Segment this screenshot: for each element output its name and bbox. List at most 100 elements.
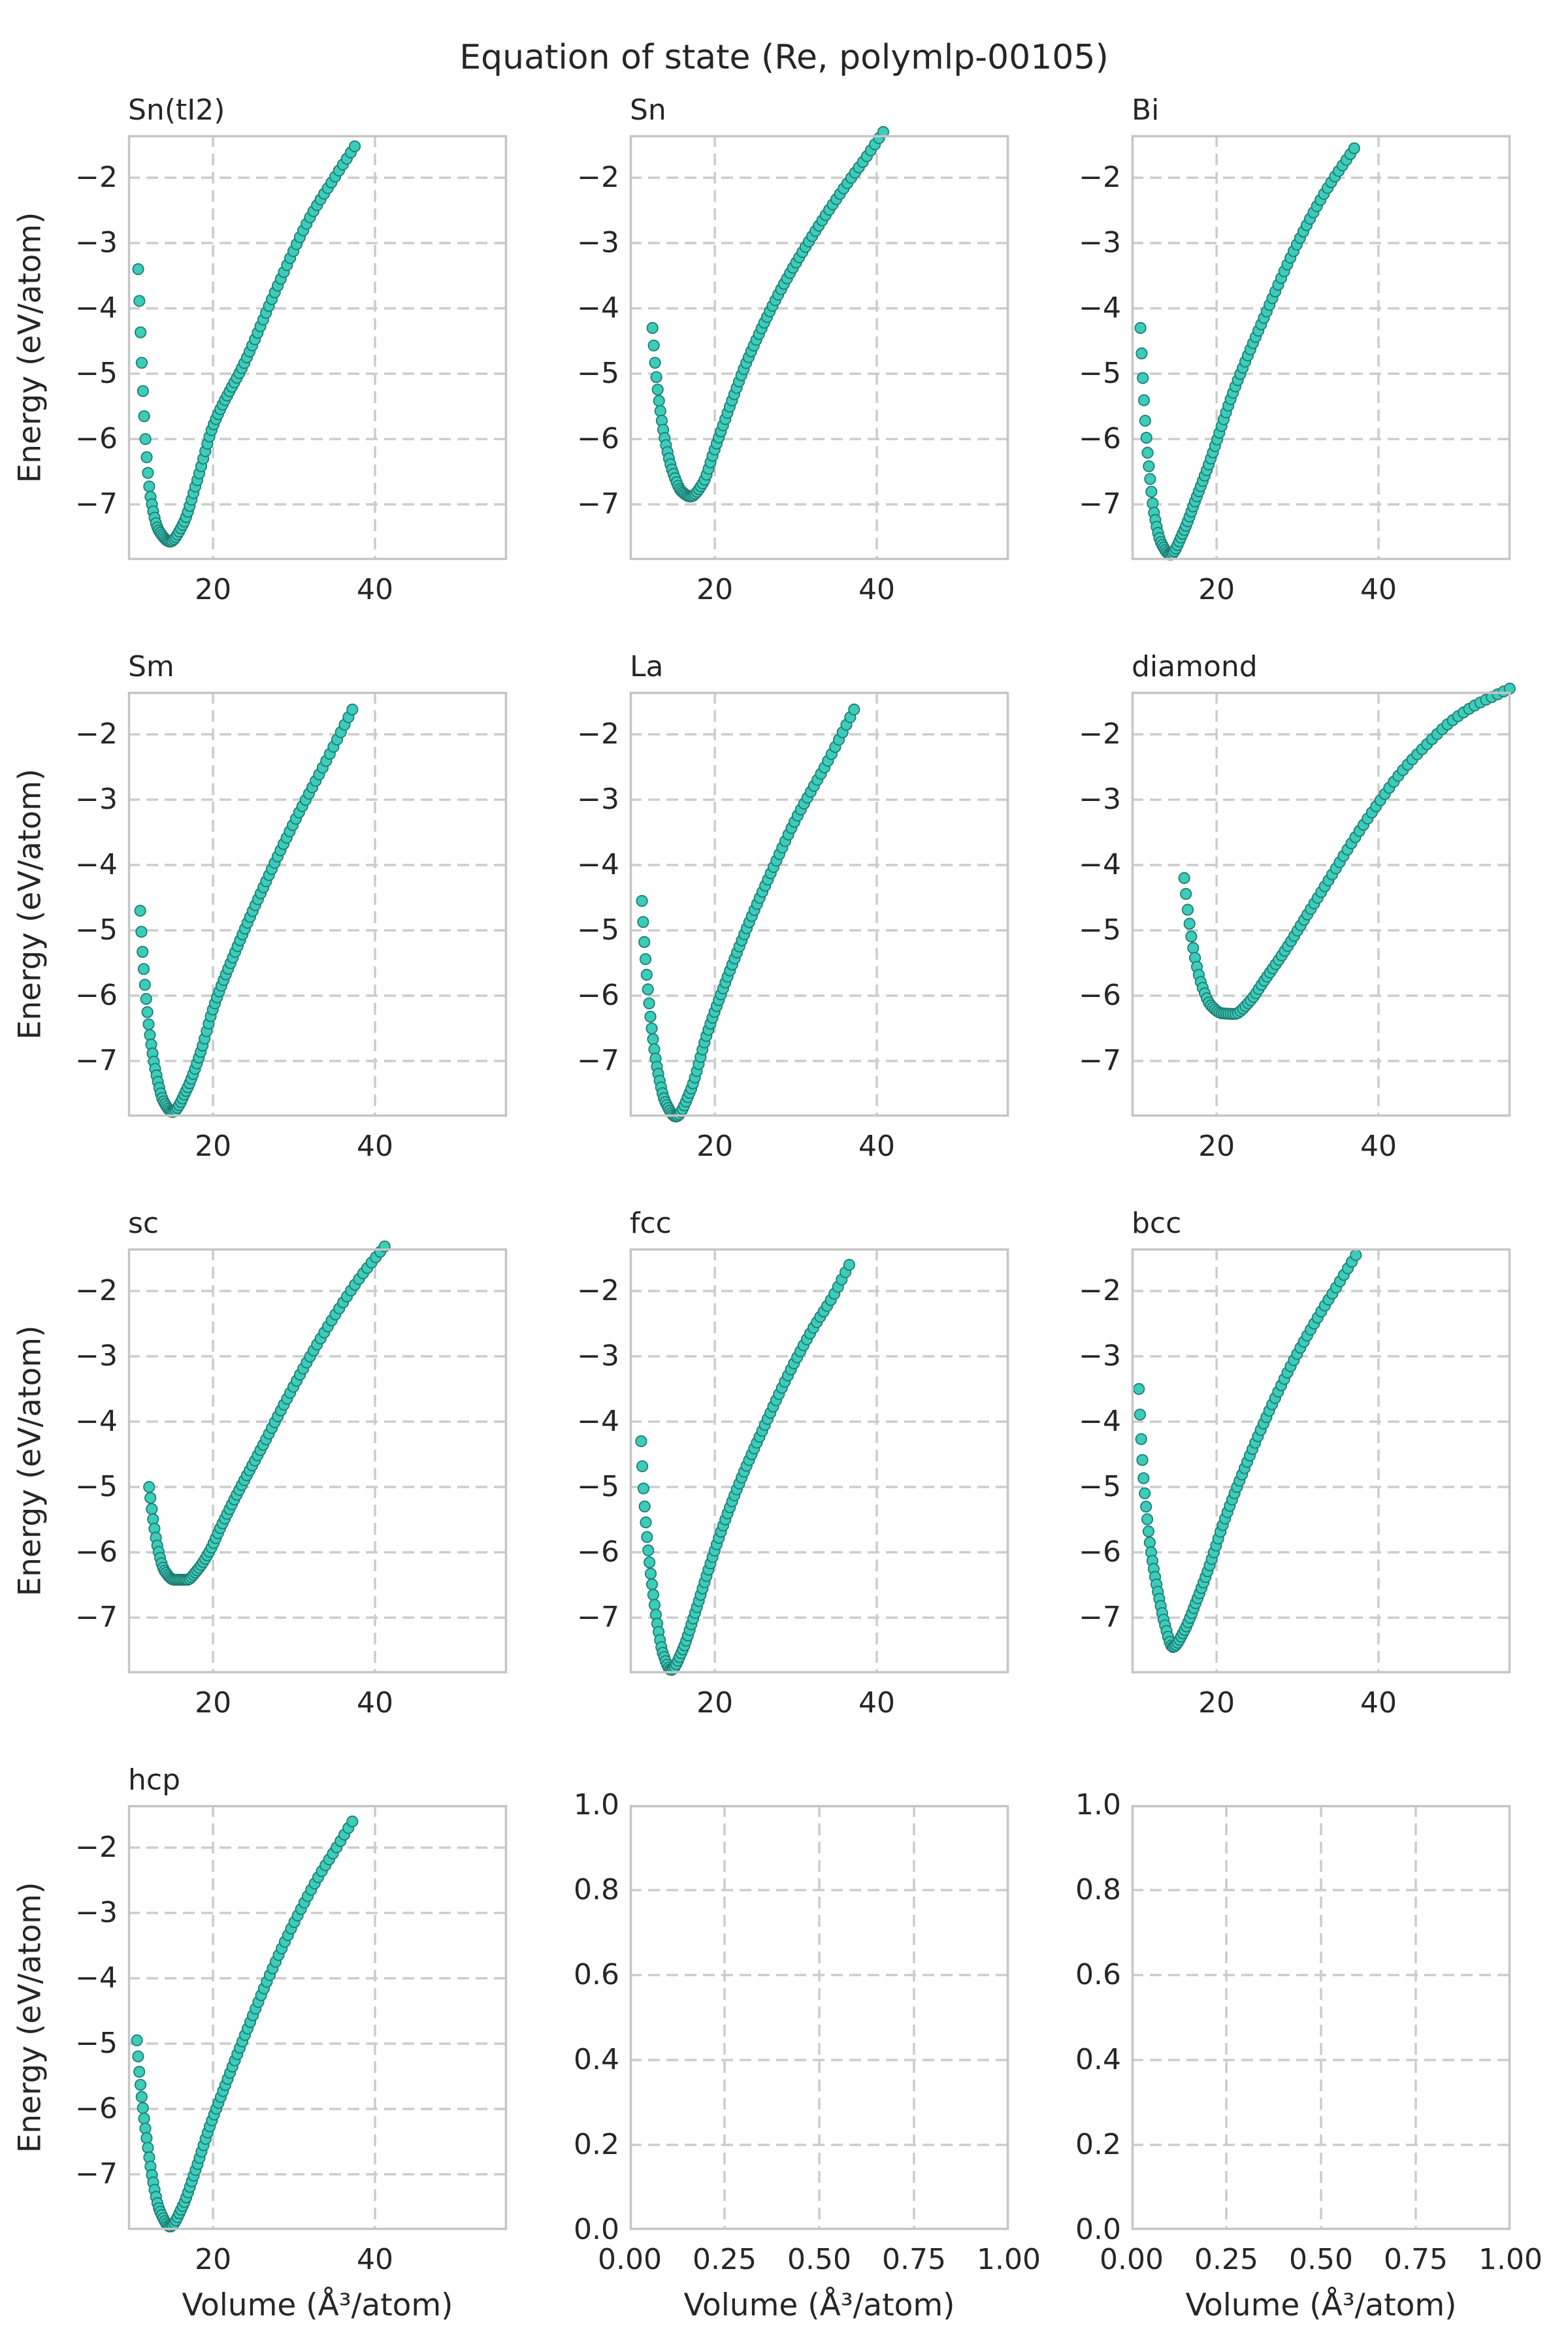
y-tick-label: −3 xyxy=(75,783,118,816)
subplot-title: Bi xyxy=(1132,93,1160,127)
y-tick-label: 1.0 xyxy=(574,1788,619,1821)
axes-frame xyxy=(127,1805,508,2230)
x-tick-label: 0.50 xyxy=(1289,2243,1353,2276)
y-tick-label: −3 xyxy=(75,1339,118,1373)
y-tick-label: −3 xyxy=(577,1339,619,1373)
plot-area xyxy=(127,1805,508,2232)
plot-area xyxy=(629,125,1009,561)
y-axis-label: Energy (eV/atom) xyxy=(12,1882,48,2153)
x-tick-label: 20 xyxy=(195,1686,232,1720)
y-tick-label: −3 xyxy=(1079,783,1121,816)
plot-area xyxy=(127,1240,508,1674)
y-tick-label: −5 xyxy=(577,913,619,947)
axes-frame xyxy=(1131,135,1511,561)
x-axis-label: Volume (Å³/atom) xyxy=(182,2287,453,2323)
gridlines xyxy=(128,1805,507,2230)
axes-frame xyxy=(629,691,1009,1117)
x-tick-label: 20 xyxy=(1198,1686,1235,1720)
gridlines xyxy=(128,692,507,1117)
y-tick-label: −4 xyxy=(75,848,118,881)
y-tick-label: −4 xyxy=(75,291,118,325)
y-tick-label: 0.4 xyxy=(1075,2043,1121,2076)
y-tick-label: −2 xyxy=(577,717,619,751)
plot-area xyxy=(1131,135,1511,561)
x-tick-label: 0.50 xyxy=(787,2243,851,2276)
x-tick-label: 40 xyxy=(1360,1686,1397,1720)
plot-area xyxy=(127,691,508,1119)
y-tick-label: −2 xyxy=(1079,161,1121,194)
x-tick-label: 0.75 xyxy=(882,2243,946,2276)
y-tick-label: 0.2 xyxy=(574,2128,619,2161)
y-tick-label: −2 xyxy=(1079,1274,1121,1307)
y-tick-label: −4 xyxy=(577,848,619,881)
axes-frame xyxy=(629,1805,1009,2230)
axes-frame xyxy=(127,135,508,561)
x-axis-label: Volume (Å³/atom) xyxy=(1185,2287,1457,2323)
x-tick-label: 0.00 xyxy=(1100,2243,1164,2276)
gridlines xyxy=(128,135,507,560)
subplot-title: bcc xyxy=(1132,1207,1182,1240)
eos-scatter-series xyxy=(143,1240,391,1586)
y-tick-label: 0.2 xyxy=(1075,2128,1121,2161)
x-tick-label: 0.25 xyxy=(1194,2243,1258,2276)
y-tick-label: 1.0 xyxy=(1075,1788,1121,1821)
y-tick-label: −2 xyxy=(75,1831,118,1864)
subplot-title: diamond xyxy=(1132,650,1258,683)
eos-scatter-series xyxy=(132,140,361,548)
subplot-title: hcp xyxy=(128,1763,181,1797)
plot-area xyxy=(1131,682,1516,1117)
y-tick-label: −6 xyxy=(577,422,619,455)
y-tick-label: −3 xyxy=(75,226,118,259)
plot-area xyxy=(629,1805,1009,2230)
y-tick-label: −4 xyxy=(1079,1405,1121,1438)
gridlines xyxy=(630,135,1009,560)
plot-area xyxy=(629,691,1009,1123)
x-tick-label: 40 xyxy=(1360,573,1397,606)
y-tick-label: −7 xyxy=(75,487,118,521)
x-tick-label: 1.00 xyxy=(977,2243,1041,2276)
eos-scatter-series xyxy=(635,1258,855,1676)
eos-scatter-series xyxy=(134,703,359,1119)
x-tick-label: 40 xyxy=(356,2243,393,2276)
y-tick-label: −3 xyxy=(1079,1339,1121,1373)
y-tick-label: 0.0 xyxy=(1075,2213,1121,2246)
axes-frame xyxy=(1131,1248,1511,1674)
eos-scatter-series xyxy=(131,1815,359,2232)
y-tick-label: −6 xyxy=(1079,422,1121,455)
y-tick-label: −5 xyxy=(75,1470,118,1503)
y-tick-label: −6 xyxy=(75,1535,118,1569)
y-axis-label: Energy (eV/atom) xyxy=(12,212,48,483)
y-tick-label: 0.4 xyxy=(574,2043,619,2076)
y-tick-label: −6 xyxy=(577,979,619,1012)
gridlines xyxy=(630,1805,1009,2230)
y-tick-label: −7 xyxy=(75,1044,118,1077)
y-tick-label: −6 xyxy=(75,422,118,455)
y-tick-label: −4 xyxy=(1079,291,1121,325)
y-tick-label: −5 xyxy=(75,913,118,947)
y-tick-label: −6 xyxy=(75,2092,118,2125)
y-tick-label: −5 xyxy=(75,2027,118,2060)
y-tick-label: −4 xyxy=(577,1405,619,1438)
y-tick-label: −4 xyxy=(1079,848,1121,881)
x-tick-label: 20 xyxy=(195,2243,232,2276)
gridlines xyxy=(630,692,1009,1117)
y-tick-label: −2 xyxy=(75,1274,118,1307)
x-tick-label: 1.00 xyxy=(1478,2243,1543,2276)
y-tick-label: −2 xyxy=(75,161,118,194)
plot-area xyxy=(1131,1805,1511,2230)
x-tick-label: 40 xyxy=(356,1130,393,1163)
plot-area xyxy=(127,135,508,561)
y-tick-label: −2 xyxy=(577,1274,619,1307)
y-tick-label: −4 xyxy=(75,1961,118,1995)
y-tick-label: −5 xyxy=(75,357,118,390)
gridlines xyxy=(128,1249,507,1673)
y-tick-label: 0.0 xyxy=(574,2213,619,2246)
y-axis-label: Energy (eV/atom) xyxy=(12,1325,48,1597)
x-tick-label: 40 xyxy=(356,1686,393,1720)
y-tick-label: −5 xyxy=(1079,357,1121,390)
y-tick-label: −3 xyxy=(577,226,619,259)
y-tick-label: −7 xyxy=(1079,1601,1121,1634)
plot-area xyxy=(629,1248,1009,1676)
eos-scatter-series xyxy=(1133,1249,1362,1654)
